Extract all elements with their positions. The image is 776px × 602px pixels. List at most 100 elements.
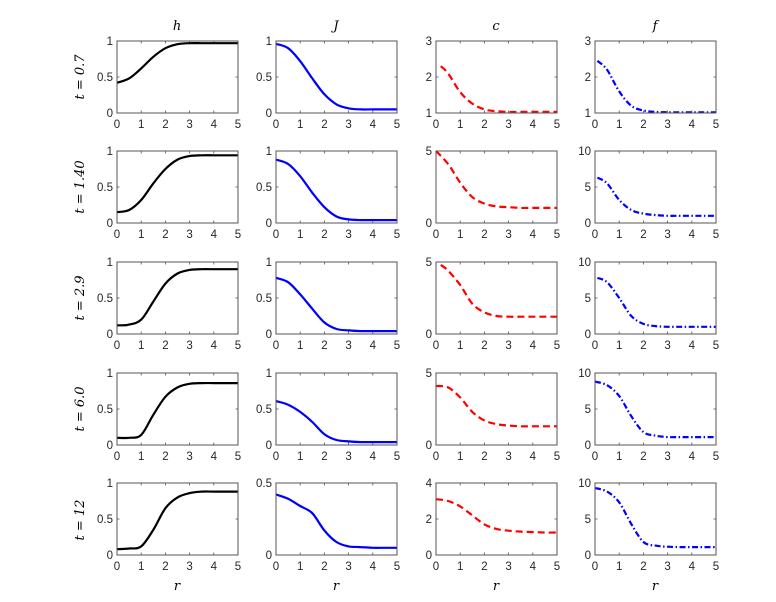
y-tick-label: 10 [578,146,591,158]
y-tick-label: 4 [426,478,433,490]
row-label-2: t = 2.9 [73,275,88,320]
y-tick-label: 1 [426,108,432,120]
x-tick-label: 4 [530,340,537,352]
y-tick-label: 0 [585,440,591,452]
axes-box [116,482,239,556]
axes-box [435,150,558,224]
x-tick-label: 1 [457,451,463,463]
y-tick-label: 0.5 [256,182,272,194]
y-tick-label: 1 [107,146,113,158]
y-tick-label: 0 [107,108,113,120]
y-tick-label: 0 [107,218,113,230]
x-tick-label: 3 [186,229,192,241]
x-tick-label: 3 [505,119,511,131]
x-tick-label: 0 [433,451,439,463]
x-tick-label: 3 [345,340,351,352]
subplot-f-row-4: 0 1 2 3 4 5 0 5 10 [578,478,719,573]
y-tick-label: 0 [266,550,272,562]
y-tick-label: 0 [107,329,113,341]
series-line-J [275,400,397,444]
y-tick-label: 3 [585,36,591,48]
x-tick-label: 5 [235,340,241,352]
x-tick-label: 4 [689,229,696,241]
x-tick-label: 4 [530,229,537,241]
x-tick-label: 1 [457,561,463,573]
axes-box [594,40,717,114]
y-tick-label: 1 [266,146,272,158]
y-tick-label: 0 [266,329,272,341]
xlabel-col-2: r [493,579,500,594]
x-tick-label: 2 [481,119,487,131]
x-tick-label: 3 [664,340,670,352]
x-tick-label: 4 [689,340,696,352]
subplot-J-row-4: 0 1 2 3 4 5 0 0.5 [256,478,400,573]
x-tick-label: 0 [592,451,598,463]
x-tick-label: 0 [114,451,120,463]
y-tick-label: 1 [107,368,113,380]
series-line-h [116,268,238,327]
y-tick-label: 1 [266,368,272,380]
y-tick-label: 0 [585,329,591,341]
y-tick-label: 1 [107,257,113,269]
x-tick-label: 3 [345,229,351,241]
series-line-J [275,493,397,549]
y-tick-label: 0.5 [97,514,113,526]
x-tick-label: 2 [640,451,646,463]
x-tick-label: 1 [138,119,144,131]
y-tick-label: 2 [585,72,591,84]
subplot-f-row-1: 0 1 2 3 4 5 0 5 10 [578,146,719,241]
x-tick-label: 2 [162,119,168,131]
x-tick-label: 4 [370,340,377,352]
y-tick-label: 0.5 [256,293,272,305]
x-tick-label: 2 [321,119,327,131]
x-tick-label: 0 [433,340,439,352]
series-line-c [440,264,557,318]
x-tick-label: 1 [138,229,144,241]
x-tick-label: 0 [273,340,279,352]
y-tick-label: 0 [426,440,432,452]
x-tick-label: 4 [211,229,218,241]
series-line-J [275,276,397,333]
y-tick-label: 0 [107,440,113,452]
series-line-h [116,490,238,551]
x-tick-label: 5 [713,561,719,573]
series-line-c [435,498,558,534]
x-tick-label: 0 [114,340,120,352]
x-tick-label: 5 [713,119,719,131]
row-label-4: t = 12 [73,500,88,541]
y-tick-label: 0.5 [97,293,113,305]
column-title-c: c [492,19,500,34]
y-tick-label: 2 [426,514,432,526]
x-tick-label: 3 [186,340,192,352]
axes-box [435,40,558,114]
subplot-J-row-2: 0 1 2 3 4 5 0 0.5 1 [256,257,400,352]
x-tick-label: 5 [554,561,560,573]
x-tick-label: 0 [114,561,120,573]
subplot-h-row-1: 0 1 2 3 4 5 0 0.5 1 [97,146,241,241]
axes-box [275,261,398,335]
x-tick-label: 4 [370,561,377,573]
subplot-f-row-3: 0 1 2 3 4 5 0 5 10 [578,368,719,463]
series-line-f [594,380,716,439]
series-line-c [435,150,557,210]
x-tick-label: 0 [592,340,598,352]
x-tick-label: 0 [273,451,279,463]
x-tick-label: 0 [273,229,279,241]
x-tick-label: 2 [321,340,327,352]
x-tick-label: 5 [394,340,400,352]
x-tick-label: 4 [530,119,537,131]
y-tick-label: 0.5 [256,478,272,490]
y-tick-label: 5 [426,146,432,158]
x-tick-label: 0 [114,119,120,131]
x-tick-label: 3 [505,451,511,463]
x-tick-label: 5 [394,229,400,241]
x-tick-label: 1 [616,229,622,241]
series-line-c [435,384,557,428]
x-tick-label: 5 [235,451,241,463]
subplot-h-row-3: 0 1 2 3 4 5 0 0.5 1 [97,368,241,463]
series-line-f [596,276,716,328]
y-tick-label: 0.5 [256,72,272,84]
y-tick-label: 1 [107,478,113,490]
series-line-J [275,42,397,111]
